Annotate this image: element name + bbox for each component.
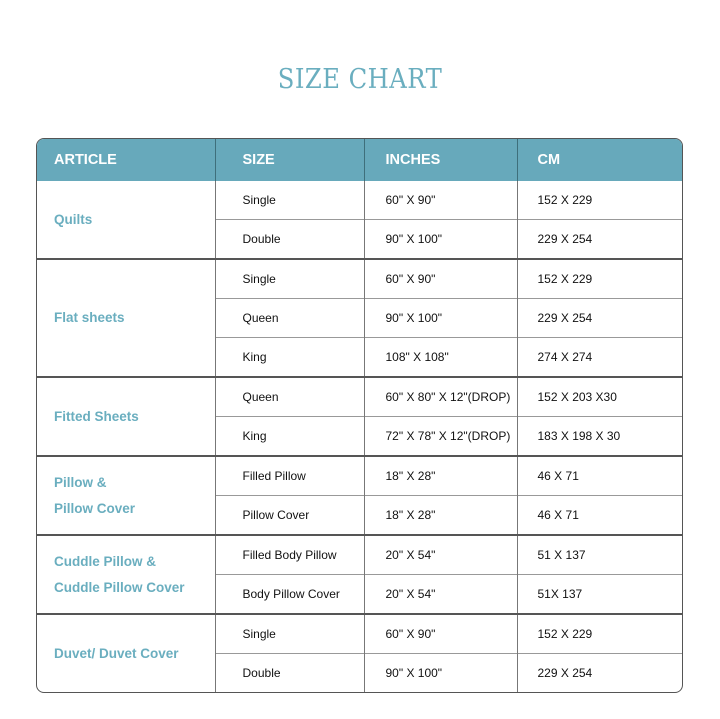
table-row: Body Pillow Cover 20" X 54" 51X 137: [37, 574, 682, 614]
article-cell: Fitted Sheets: [37, 376, 216, 456]
article-cell: Quilts: [37, 181, 216, 259]
inches-cell: 18" X 28": [364, 495, 518, 535]
cm-cell: 229 X 254: [517, 219, 682, 259]
size-cell: Double: [215, 219, 365, 259]
header-article: ARTICLE: [37, 139, 216, 181]
table-row: King 72" X 78" X 12"(DROP) 183 X 198 X 30: [37, 416, 682, 456]
table-row: Fitted Sheets Queen 60" X 80" X 12"(DROP) 1…: [37, 376, 682, 456]
article-label: Pillow &: [54, 474, 107, 490]
table-row: Pillow Cover 18" X 28" 46 X 71: [37, 495, 682, 535]
inches-cell: 108" X 108": [364, 337, 518, 377]
cm-cell: 229 X 254: [517, 298, 682, 338]
cm-cell: 152 X 229: [517, 613, 682, 654]
size-cell: Queen: [215, 298, 365, 338]
cm-cell: 229 X 254: [517, 653, 682, 692]
table-row: Double 90" X 100" 229 X 254: [37, 219, 682, 259]
cm-cell: 46 X 71: [517, 495, 682, 535]
article-cell: Flat sheets: [37, 258, 216, 377]
inches-cell: 60" X 90": [364, 181, 518, 220]
size-cell: Double: [215, 653, 365, 692]
header-size: SIZE: [215, 139, 365, 181]
article-cell: Duvet/ Duvet Cover: [37, 613, 216, 692]
inches-cell: 20" X 54": [364, 534, 518, 575]
cm-cell: 152 X 229: [517, 258, 682, 299]
header-cm: CM: [517, 139, 682, 181]
size-cell: Body Pillow Cover: [215, 574, 365, 614]
inches-cell: 72" X 78" X 12"(DROP): [364, 416, 518, 456]
size-cell: King: [215, 337, 365, 377]
table-body: Quilts Single 60" X 90" 152 X 229 Double 90" …: [37, 181, 682, 692]
size-cell: Pillow Cover: [215, 495, 365, 535]
table-row: Cuddle Pillow & Cuddle Pillow Cover Filled…: [37, 534, 682, 614]
cm-cell: 152 X 229: [537, 193, 593, 207]
cm-cell: 51X 137: [517, 574, 682, 614]
size-cell: Queen: [215, 376, 365, 417]
inches-cell: 18" X 28": [364, 455, 518, 496]
table-row: Pillow & Pillow Cover Filled Pillow 18" X 2…: [37, 455, 682, 535]
article-label: Pillow Cover: [54, 500, 136, 516]
cm-cell: 152 X 203 X30: [517, 376, 682, 417]
size-cell: Single: [215, 181, 365, 220]
article-label: Cuddle Pillow Cover: [54, 579, 185, 595]
inches-cell: 60" X 80" X 12"(DROP): [364, 376, 518, 417]
table-row: Double 90" X 100" 229 X 254: [37, 653, 682, 692]
table-row: Queen 90" X 100" 229 X 254: [37, 298, 682, 338]
article-label: Cuddle Pillow &: [54, 553, 157, 569]
inches-cell: 90" X 100": [364, 219, 518, 259]
article-label: Flat sheets: [54, 310, 125, 325]
inches-cell: 90" X 100": [364, 298, 518, 338]
table-row: Duvet/ Duvet Cover Single 60" X 90" 152 X 2…: [37, 613, 682, 692]
inches-cell: 60" X 90": [364, 613, 518, 654]
size-cell: Single: [215, 258, 365, 299]
inches-cell: 90" X 100": [364, 653, 518, 692]
cm-cell: 46 X 71: [517, 455, 682, 496]
article-label: Quilts: [54, 211, 93, 227]
size-cell: King: [215, 416, 365, 456]
article-cell: Pillow & Pillow Cover: [37, 455, 216, 535]
article-label: Fitted Sheets: [54, 408, 139, 424]
size-cell: Single: [215, 613, 365, 654]
cm-cell: 183 X 198 X 30: [517, 416, 682, 456]
size-cell: Filled Body Pillow: [215, 534, 365, 575]
inches-cell: 20" X 54": [364, 574, 518, 614]
article-label: Duvet/ Duvet Cover: [54, 645, 179, 661]
inches-cell: 60" X 90": [364, 258, 518, 299]
size-cell: Filled Pillow: [215, 455, 365, 496]
header-inches: INCHES: [364, 139, 518, 181]
table-row: Quilts Single 60" X 90" 152 X 229: [37, 181, 682, 259]
cm-cell: 51 X 137: [517, 534, 682, 575]
table-row: King 108" X 108" 274 X 274: [37, 337, 682, 377]
header-row: ARTICLE SIZE INCHES CM: [37, 139, 682, 181]
table-row: Flat sheets Single 60" X 90" 152 X 229: [37, 258, 682, 377]
cm-cell: 274 X 274: [517, 337, 682, 377]
size-chart-table: ARTICLE SIZE INCHES CM Quilts Single 60" X…: [36, 138, 683, 693]
page-title: SIZE CHART: [277, 64, 443, 95]
article-cell: Cuddle Pillow & Cuddle Pillow Cover: [37, 534, 216, 614]
